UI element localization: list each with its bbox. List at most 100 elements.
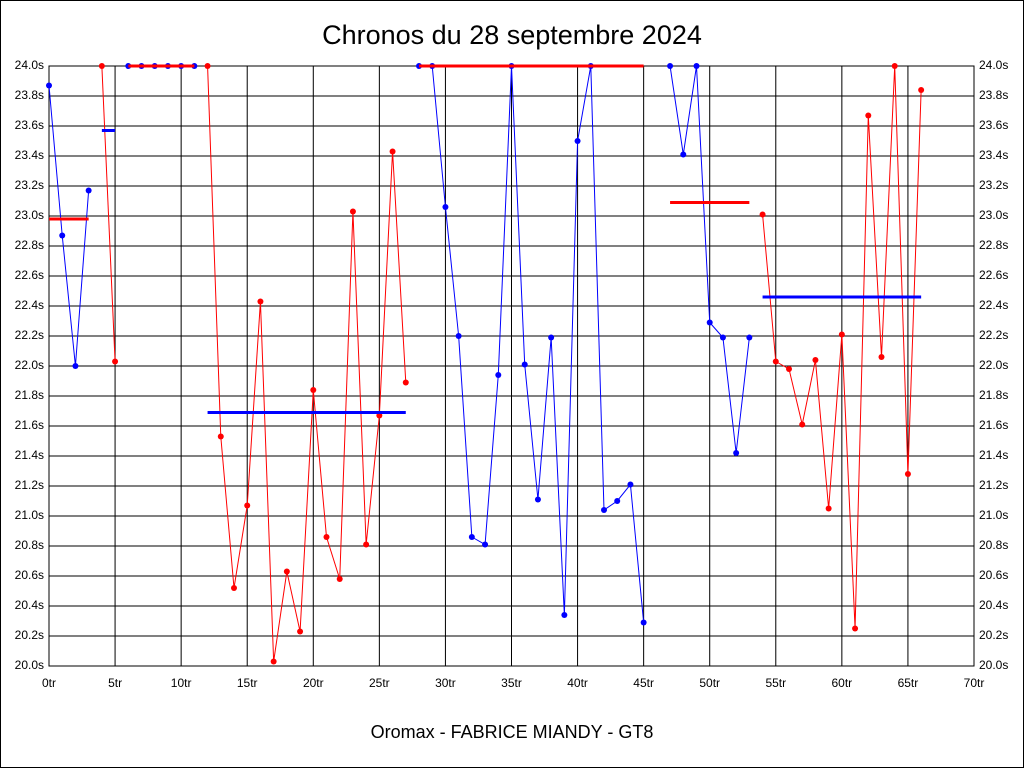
lap-point — [363, 541, 370, 548]
x-tick-label: 35tr — [501, 676, 522, 690]
lap-line — [101, 65, 116, 362]
lap-point — [244, 502, 251, 509]
lap-point — [719, 334, 726, 341]
y2-tick-label: 20.6s — [979, 568, 1008, 582]
y-tick-label: 22.6s — [15, 268, 44, 282]
lap-point — [46, 82, 52, 89]
x-tick-label: 10tr — [171, 676, 192, 690]
y2-tick-label: 22.6s — [979, 268, 1008, 282]
y2-tick-label: 21.4s — [979, 448, 1008, 462]
y-tick-label: 22.4s — [15, 298, 44, 312]
lap-point — [402, 379, 409, 386]
y-tick-label: 21.0s — [15, 508, 44, 522]
lap-point — [468, 534, 475, 540]
lap-point — [521, 361, 528, 368]
y-tick-label: 22.2s — [15, 328, 44, 342]
lap-point — [217, 433, 224, 440]
lap-point — [878, 354, 885, 360]
lap-point — [204, 63, 211, 69]
y2-tick-label: 20.0s — [979, 658, 1008, 672]
lap-line — [207, 65, 407, 662]
y2-tick-label: 23.0s — [979, 208, 1008, 222]
y2-tick-label: 23.4s — [979, 148, 1008, 162]
y-tick-label: 22.0s — [15, 358, 44, 372]
footer: Oromax - FABRICE MIANDY - GT8 — [371, 722, 654, 742]
lap-point — [918, 87, 925, 93]
y-tick-label: 20.4s — [15, 598, 44, 612]
y-tick-label: 23.2s — [15, 178, 44, 192]
lap-point — [799, 421, 806, 428]
y-tick-label: 20.0s — [15, 658, 44, 672]
lap-point — [667, 63, 674, 69]
x-tick-label: 25tr — [369, 676, 390, 690]
y2-tick-label: 22.8s — [979, 238, 1008, 252]
y2-tick-label: 23.6s — [979, 118, 1008, 132]
y-tick-label: 21.4s — [15, 448, 44, 462]
lap-point — [772, 358, 779, 365]
lap-point — [693, 63, 700, 69]
y-tick-label: 22.8s — [15, 238, 44, 252]
lap-point — [601, 507, 607, 513]
y-tick-label: 23.8s — [15, 88, 44, 102]
chart-title: Chronos du 28 septembre 2024 — [322, 20, 702, 50]
lap-point — [759, 211, 766, 218]
lap-line — [48, 85, 90, 367]
y-tick-label: 21.2s — [15, 478, 44, 492]
lap-point — [336, 576, 343, 582]
x-tick-label: 15tr — [237, 676, 258, 690]
lap-point — [640, 619, 647, 626]
lap-point — [72, 363, 79, 369]
lap-point — [852, 625, 859, 632]
lap-point — [838, 331, 845, 338]
lap-point — [257, 298, 264, 305]
y-tick-label: 20.6s — [15, 568, 44, 582]
lap-point — [310, 387, 317, 393]
lap-point — [442, 204, 449, 210]
lap-point — [297, 628, 304, 635]
x-tick-label: 55tr — [765, 676, 786, 690]
lap-point — [270, 658, 277, 665]
y-tick-label: 24.0s — [15, 58, 44, 72]
lap-point — [112, 358, 119, 365]
y2-tick-label: 21.0s — [979, 508, 1008, 522]
y-tick-label: 23.4s — [15, 148, 44, 162]
lap-point — [865, 112, 872, 119]
lap-point — [495, 372, 502, 378]
y-tick-label: 20.8s — [15, 538, 44, 552]
lap-point — [59, 232, 66, 239]
y-tick-label: 21.6s — [15, 418, 44, 432]
x-tick-label: 0tr — [42, 676, 56, 690]
x-tick-label: 70tr — [964, 676, 985, 690]
y2-tick-label: 22.4s — [979, 298, 1008, 312]
y-tick-label: 21.8s — [15, 388, 44, 402]
y-tick-label: 23.0s — [15, 208, 44, 222]
lap-point — [548, 334, 555, 341]
lap-point — [283, 568, 290, 575]
lap-point — [786, 366, 792, 372]
lap-point — [98, 63, 105, 69]
x-tick-label: 45tr — [633, 676, 654, 690]
lap-point — [812, 357, 819, 363]
x-tick-label: 50tr — [699, 676, 720, 690]
y2-tick-label: 23.2s — [979, 178, 1008, 192]
lap-point — [680, 151, 687, 158]
x-tick-label: 20tr — [303, 676, 324, 690]
y2-tick-label: 20.2s — [979, 628, 1008, 642]
y2-tick-label: 23.8s — [979, 88, 1008, 102]
lap-point — [574, 138, 581, 144]
x-tick-label: 30tr — [435, 676, 456, 690]
lap-point — [627, 481, 634, 488]
lap-point — [455, 333, 462, 339]
x-tick-label: 65tr — [898, 676, 919, 690]
lap-point — [706, 319, 713, 326]
lap-point — [614, 498, 621, 504]
lap-point — [389, 148, 396, 155]
lap-point — [231, 585, 237, 591]
lap-point — [561, 612, 568, 618]
y-tick-label: 20.2s — [15, 628, 44, 642]
y2-tick-label: 24.0s — [979, 58, 1008, 72]
y2-tick-label: 22.2s — [979, 328, 1008, 342]
y2-tick-label: 21.2s — [979, 478, 1008, 492]
y2-tick-label: 20.8s — [979, 538, 1008, 552]
